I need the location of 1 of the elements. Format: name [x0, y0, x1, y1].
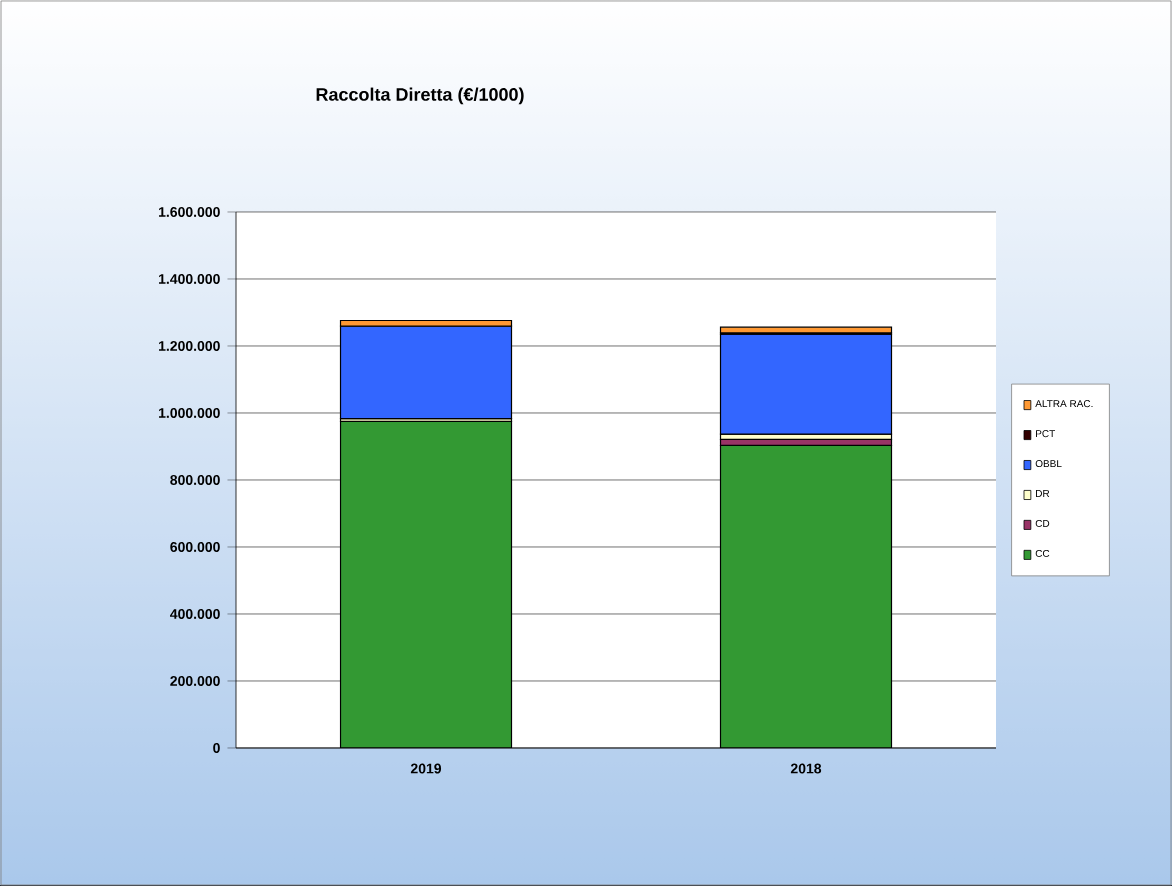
chart-title: Raccolta Diretta (€/1000) — [316, 87, 524, 105]
